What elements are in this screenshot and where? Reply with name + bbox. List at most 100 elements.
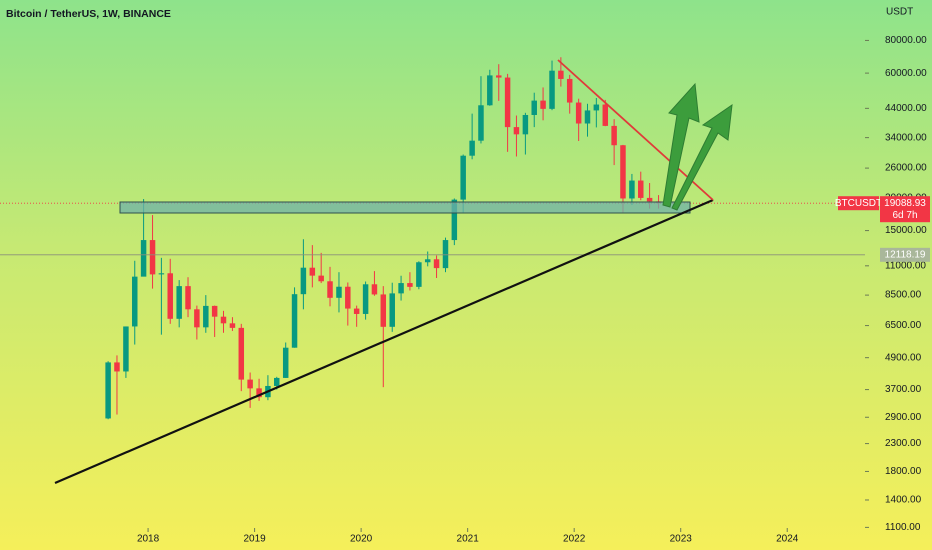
candle-body: [549, 70, 555, 109]
candle-body: [496, 75, 502, 78]
candle-body: [105, 362, 111, 419]
y-tick-label: 1400.00: [885, 495, 922, 506]
x-tick-label: 2024: [776, 534, 799, 545]
x-tick-label: 2018: [137, 534, 160, 545]
candle-body: [229, 323, 236, 328]
y-tick-label: 80000.00: [885, 35, 927, 46]
countdown-label: 6d 7h: [892, 210, 917, 221]
arrow-up: [671, 103, 733, 211]
price-tag: [880, 196, 930, 223]
support-trendline: [54, 198, 714, 485]
arrow-up: [662, 82, 700, 208]
candle-body: [460, 155, 466, 200]
y-tick-label: 1800.00: [885, 466, 922, 477]
candle-body: [522, 114, 529, 135]
candle-body: [247, 379, 253, 389]
candle-body: [203, 305, 209, 328]
candle-body: [380, 294, 387, 327]
candle-body: [300, 267, 307, 295]
candle-body: [531, 100, 537, 115]
support-zone: [119, 201, 691, 214]
y-tick-label: 8500.00: [885, 290, 922, 301]
candle-body: [123, 326, 129, 372]
candle-body: [629, 180, 635, 199]
candle-body: [371, 284, 378, 295]
candle-body: [398, 283, 404, 294]
y-tick-label: 26000.00: [885, 163, 927, 174]
candle-body: [220, 316, 227, 324]
y-tick-label: 15000.00: [885, 225, 927, 236]
candle-body: [238, 327, 245, 380]
candle-body: [194, 309, 200, 328]
x-tick-label: 2021: [457, 534, 480, 545]
symbol-tag: [838, 196, 879, 211]
axis-unit: USDT: [886, 7, 913, 18]
candle-body: [185, 286, 191, 310]
y-tick-label: 34000.00: [885, 132, 927, 143]
x-tick-label: 2023: [670, 534, 693, 545]
candle-body: [575, 102, 582, 124]
price-line-label: 12118.19: [885, 249, 926, 260]
candle-body: [256, 388, 262, 398]
candle-body: [469, 140, 475, 156]
candle-body: [149, 240, 156, 275]
candle-body: [584, 110, 591, 124]
candle-body: [407, 283, 413, 287]
y-tick-label: 1100.00: [885, 522, 921, 533]
candle-body: [611, 125, 617, 146]
y-tick-label: 60000.00: [885, 68, 927, 79]
candle-body: [132, 276, 138, 327]
candle-body: [602, 104, 609, 126]
candle-body: [114, 362, 120, 372]
x-tick-label: 2019: [243, 534, 266, 545]
candle-body: [504, 77, 511, 128]
candle-body: [593, 104, 600, 111]
candle-body: [158, 273, 165, 275]
x-tick-label: 2020: [350, 534, 373, 545]
candle-body: [140, 240, 147, 277]
candle-body: [433, 259, 440, 269]
candle-body: [176, 286, 182, 319]
candle-body: [513, 127, 520, 135]
candle-body: [558, 70, 564, 79]
symbol-label: BTCUSDT: [835, 198, 882, 209]
candle-body: [291, 294, 298, 348]
candle-body: [478, 105, 484, 141]
candle-body: [318, 275, 324, 282]
candle-body: [362, 284, 369, 314]
y-tick-label: 6500.00: [885, 320, 922, 331]
y-tick-label: 3700.00: [885, 384, 922, 395]
candle-body: [167, 273, 173, 319]
candle-body: [566, 78, 573, 103]
candle-body: [442, 240, 449, 269]
y-tick-label: 11000.00: [885, 260, 926, 271]
x-tick-label: 2022: [563, 534, 586, 545]
candle-body: [620, 145, 626, 199]
candle-body: [487, 75, 493, 106]
chart-title: Bitcoin / TetherUS, 1W, BINANCE: [6, 8, 171, 20]
candle-body: [336, 286, 342, 298]
candle-body: [638, 180, 644, 198]
y-tick-label: 2300.00: [885, 438, 922, 449]
candle-body: [424, 259, 431, 263]
candle-body: [540, 100, 546, 109]
candle-body: [389, 293, 395, 327]
candle-body: [646, 197, 653, 202]
candle-body: [211, 305, 218, 317]
candle-body: [309, 267, 316, 276]
price-line-tag: [880, 247, 930, 262]
candle-body: [353, 308, 360, 314]
candle-body: [274, 377, 280, 386]
candle-body: [345, 286, 351, 309]
y-tick-label: 44000.00: [885, 103, 927, 114]
y-tick-label: 2900.00: [885, 412, 922, 423]
candle-body: [416, 262, 422, 287]
candle-body: [282, 347, 289, 378]
candle-body: [327, 281, 333, 298]
price-label: 19088.93: [884, 198, 926, 209]
y-tick-label: 4900.00: [885, 352, 922, 363]
candle-body: [451, 199, 458, 241]
